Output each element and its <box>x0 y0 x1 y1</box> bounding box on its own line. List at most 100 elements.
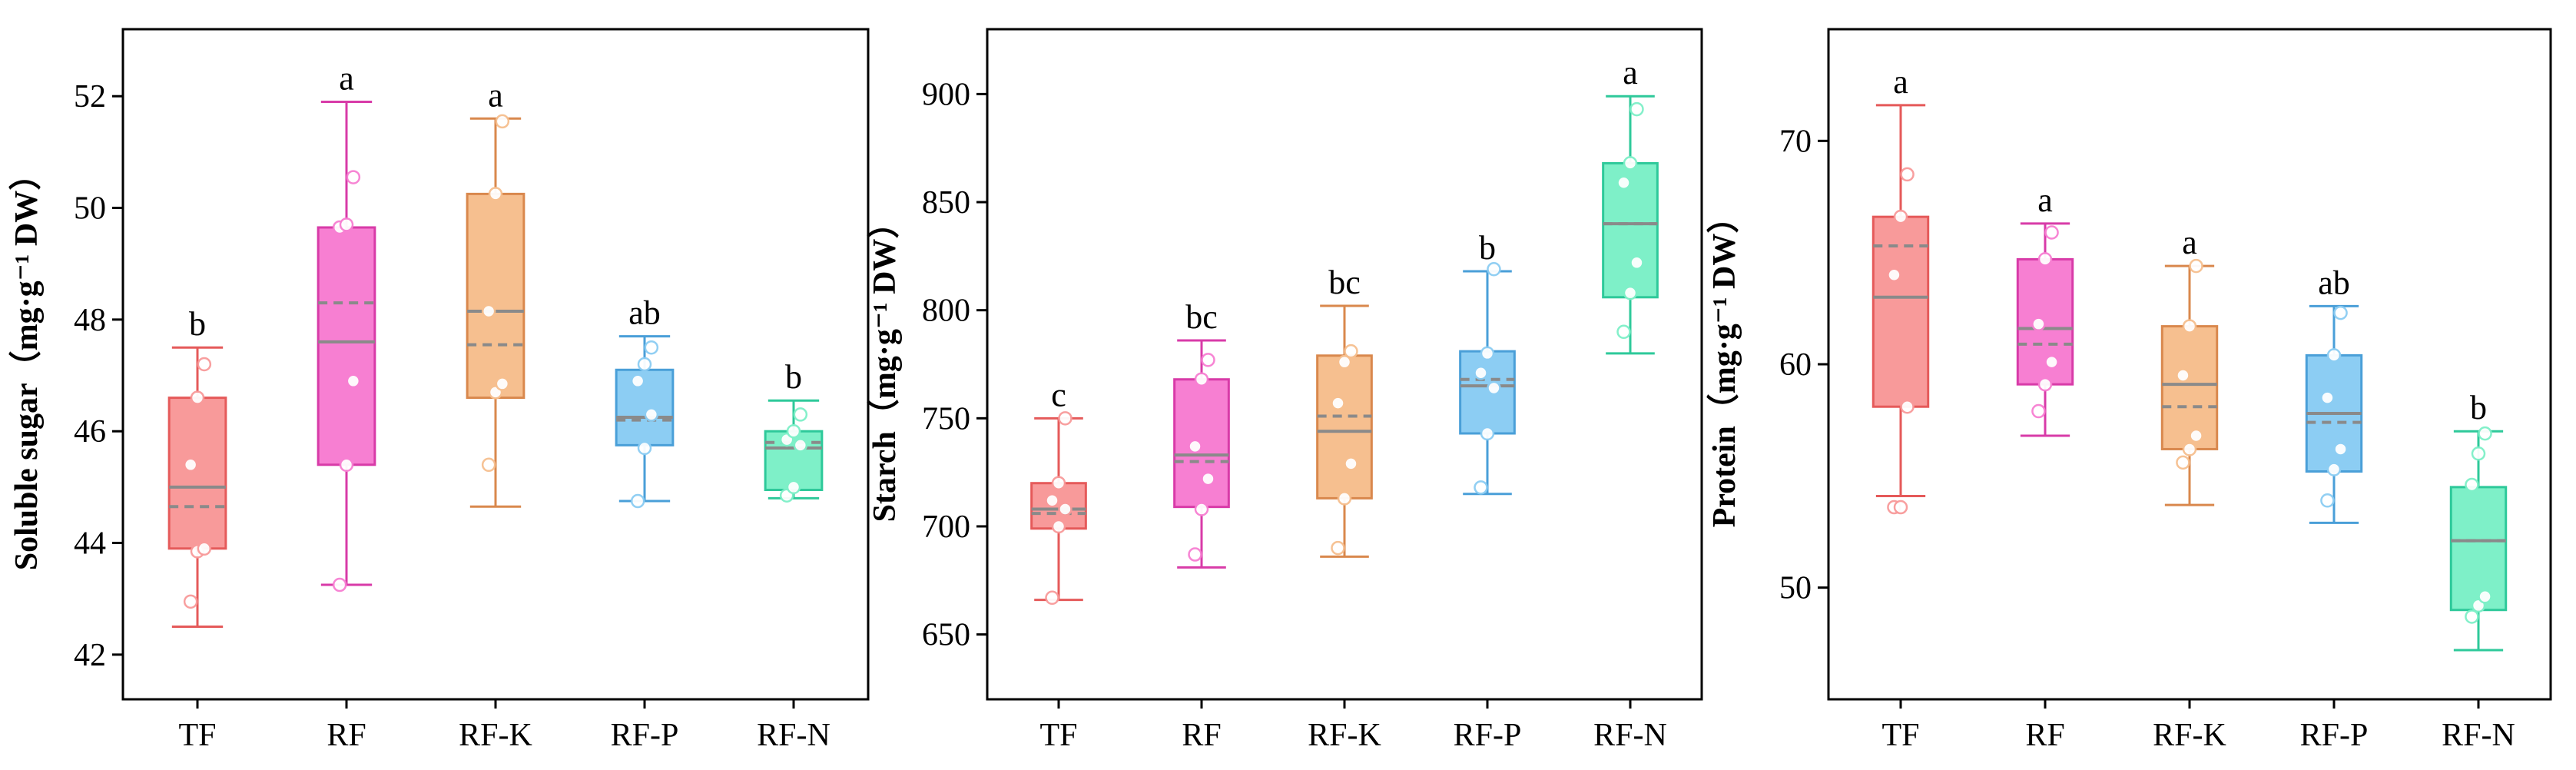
data-point <box>1188 547 1202 562</box>
box-body <box>167 397 227 550</box>
x-category-label: RF-P <box>2300 718 2369 753</box>
data-point <box>2320 493 2335 508</box>
data-point <box>2478 589 2492 604</box>
significance-label: a <box>2182 224 2197 261</box>
data-point <box>1331 396 1345 410</box>
significance-label: a <box>488 76 503 114</box>
significance-label: a <box>1623 54 1638 91</box>
data-point <box>1487 261 1501 277</box>
significance-label: a <box>1893 63 1908 101</box>
box-body <box>1316 354 1373 500</box>
data-point <box>1616 175 1631 190</box>
data-point <box>2044 225 2059 240</box>
starch-panel: 650 700 750 800 850 900 Starch（mg·g⁻¹ DW） c TF bc… <box>867 28 1703 753</box>
y-tick-label: 44 <box>74 526 106 562</box>
box-body <box>1602 161 1659 299</box>
data-point <box>197 357 212 372</box>
data-point <box>339 457 354 473</box>
data-point <box>1900 167 1915 182</box>
data-point <box>630 493 645 509</box>
box-rf-n: b <box>2449 389 2508 652</box>
data-point <box>346 373 361 389</box>
data-point <box>644 340 659 355</box>
data-point <box>190 390 205 405</box>
y-tick-label: 46 <box>74 414 106 450</box>
box-body <box>2160 325 2219 450</box>
data-point <box>183 457 198 473</box>
data-point <box>1887 267 1901 282</box>
y-tick-label: 900 <box>922 77 970 112</box>
data-point <box>1474 480 1488 495</box>
data-point <box>481 457 496 473</box>
y-tick-label: 48 <box>74 303 106 338</box>
data-point <box>2031 403 2046 419</box>
data-point <box>1201 471 1215 486</box>
box-tf: c <box>1030 376 1087 606</box>
data-point <box>2333 305 2348 320</box>
data-point <box>1487 380 1501 396</box>
data-point <box>1344 344 1358 359</box>
data-point <box>1629 255 1644 270</box>
box-body <box>317 226 376 466</box>
data-point <box>637 440 652 456</box>
x-category-label: RF-P <box>611 718 679 753</box>
data-point <box>1051 519 1066 534</box>
y-tick-label: 50 <box>1779 571 1812 606</box>
data-point <box>786 480 801 495</box>
data-point <box>2189 258 2203 274</box>
y-tick-label: 650 <box>922 618 970 653</box>
data-point <box>1337 354 1352 370</box>
box-rf: a <box>317 59 376 592</box>
significance-label: ab <box>2318 264 2350 301</box>
data-point <box>1629 101 1644 117</box>
data-point <box>1623 285 1638 300</box>
data-point <box>332 577 347 592</box>
x-category-label: RF <box>1182 718 1221 753</box>
y-axis-label: Starch（mg·g⁻¹ DW） <box>867 207 903 523</box>
x-category-label: RF-P <box>1454 718 1522 753</box>
data-point <box>1344 456 1358 471</box>
box-body <box>1871 215 1930 408</box>
x-category-label: RF <box>327 718 366 753</box>
data-point <box>786 423 801 439</box>
data-point <box>1480 346 1495 361</box>
data-point <box>2176 368 2190 383</box>
box-body <box>1173 378 1230 509</box>
data-point <box>1474 366 1488 380</box>
data-point <box>2031 317 2046 331</box>
y-tick-label: 750 <box>922 401 970 436</box>
x-category-label: TF <box>1881 718 1919 753</box>
data-point <box>1188 439 1202 454</box>
data-point <box>2465 477 2479 493</box>
box-rf-p: b <box>1459 229 1516 496</box>
data-point <box>1045 590 1059 606</box>
data-point <box>1616 324 1631 340</box>
data-point <box>1893 500 1908 515</box>
box-rf-n: a <box>1602 54 1659 355</box>
data-point <box>793 438 808 453</box>
significance-label: c <box>1051 376 1066 413</box>
data-point <box>339 217 354 232</box>
data-point <box>2320 390 2335 405</box>
data-point <box>2326 348 2342 363</box>
data-point <box>2326 462 2342 476</box>
x-category-label: TF <box>178 718 216 753</box>
box-rf: bc <box>1173 298 1230 569</box>
box-rf-k: a <box>466 76 525 508</box>
significance-label: a <box>339 59 354 97</box>
y-axis-label: Protein（mg·g⁻¹ DW） <box>1706 201 1742 528</box>
box-tf: a <box>1871 63 1930 515</box>
x-category-label: RF-N <box>2442 718 2515 753</box>
significance-label: b <box>189 305 206 343</box>
x-category-label: RF-K <box>1308 718 1381 753</box>
data-point <box>1194 502 1209 516</box>
data-point <box>495 377 510 391</box>
significance-label: b <box>1479 229 1496 267</box>
box-rf-k: bc <box>1316 264 1373 558</box>
data-point <box>1331 540 1345 556</box>
data-point <box>183 594 198 609</box>
data-point <box>2044 354 2059 370</box>
box-rf-p: ab <box>615 294 675 509</box>
box-rf-k: a <box>2160 224 2219 506</box>
